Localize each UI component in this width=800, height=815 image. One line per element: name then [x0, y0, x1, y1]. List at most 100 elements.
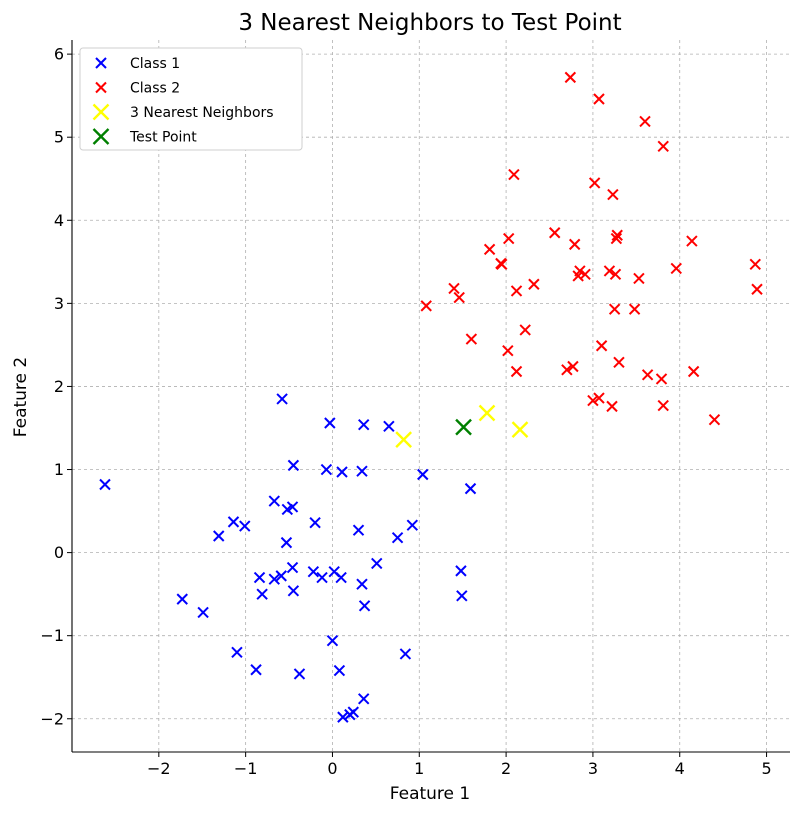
class-1-point [213, 530, 225, 542]
y-tick-label: 6 [54, 45, 64, 64]
class-1-point [286, 501, 299, 513]
class-2-point [502, 232, 515, 245]
test-point-point [455, 418, 472, 436]
class-2-point [686, 235, 698, 247]
x-tick-label: 2 [501, 759, 511, 778]
class-1-point [256, 588, 268, 600]
class-2-point [628, 303, 641, 315]
class-1-point [352, 524, 365, 536]
class-2-point [564, 71, 577, 84]
x-tick-label: 4 [675, 759, 685, 778]
class-1-point [197, 606, 209, 619]
class-2-point [639, 115, 651, 128]
class-1-point [176, 593, 188, 605]
legend-entry-3-nearest-neighbors: 3 Nearest Neighbors [92, 103, 274, 121]
class-1-point [337, 711, 349, 723]
class-1-point [383, 420, 395, 433]
class-1-point [287, 459, 300, 472]
class-2-point [593, 93, 605, 105]
legend-label: Class 1 [130, 56, 180, 72]
axes [71, 40, 790, 753]
class-1-point [268, 573, 280, 585]
legend-marker [95, 81, 107, 94]
legend-marker [92, 128, 110, 145]
class-2-point [561, 364, 573, 376]
class-2-point [611, 229, 623, 241]
class-1-point [268, 495, 280, 507]
x-tick-label: −2 [147, 759, 171, 778]
3-nearest-neighbors-point [511, 421, 529, 438]
series-test-point [455, 418, 472, 436]
class-2-point [453, 291, 465, 304]
class-2-point [508, 168, 520, 181]
class-2-point [528, 278, 540, 290]
class-2-point [587, 394, 599, 407]
class-1-point [293, 668, 306, 680]
class-1-point [456, 590, 468, 602]
class-2-point [657, 140, 669, 153]
class-2-point [510, 285, 523, 297]
legend: Class 1 Class 2 3 Nearest Neighbors Test Po… [79, 47, 303, 151]
class-2-point [608, 303, 621, 315]
class-1-point [253, 571, 266, 584]
class-1-point [333, 664, 346, 677]
class-1-point [336, 466, 348, 478]
class-2-point [708, 413, 721, 426]
class-1-point [307, 566, 320, 578]
class-1-point [358, 600, 371, 612]
class-1-point [406, 519, 419, 531]
class-1-point [231, 646, 243, 659]
class-1-point [309, 516, 321, 529]
x-tick-label: 3 [588, 759, 598, 778]
class-1-point [358, 418, 370, 431]
class-2-point [633, 272, 645, 285]
legend-entry-class-1: Class 1 [95, 56, 180, 72]
class-2-point [549, 227, 561, 239]
class-1-point [455, 565, 467, 577]
class-1-point [239, 520, 251, 532]
y-tick-label: 1 [54, 460, 64, 479]
class-1-point [286, 561, 299, 574]
y-tick-label: −2 [40, 709, 64, 728]
x-tick-label: −1 [234, 759, 258, 778]
y-tick-label: 4 [54, 211, 64, 230]
class-1-point [344, 708, 356, 721]
legend-frame [79, 47, 303, 151]
legend-entry-class-2: Class 2 [95, 81, 180, 97]
class-2-point [657, 399, 669, 412]
3-nearest-neighbors-point [395, 431, 413, 448]
class-2-point [568, 238, 581, 251]
legend-marker [92, 103, 110, 121]
x-tick-label: 5 [761, 759, 771, 778]
class-2-point [749, 258, 761, 271]
class-2-point [687, 365, 700, 378]
class-1-point [250, 664, 262, 676]
legend-label: Class 2 [130, 81, 180, 97]
class-1-point [417, 468, 429, 481]
class-1-point [275, 570, 287, 582]
class-1-point [399, 648, 412, 660]
class-2-point [606, 400, 618, 413]
class-2-point [609, 268, 622, 280]
legend-label: 3 Nearest Neighbors [130, 105, 274, 121]
legend-entry-test-point: Test Point [92, 128, 197, 146]
y-tick-label: 3 [54, 294, 64, 313]
class-1-point [287, 585, 300, 597]
class-2-point [613, 356, 625, 369]
chart-title: 3 Nearest Neighbors to Test Point [238, 10, 621, 36]
class-2-point [593, 392, 605, 404]
series-class-2 [420, 71, 763, 426]
class-1-point [326, 634, 339, 647]
class-1-point [280, 536, 293, 549]
class-1-point [320, 463, 333, 476]
class-2-point [448, 282, 460, 295]
y-tick-label: 0 [54, 543, 64, 562]
3-nearest-neighbors-point [478, 404, 496, 422]
class-2-point [502, 345, 514, 357]
class-2-point [595, 340, 608, 352]
class-1-point [99, 478, 111, 491]
class-1-point [324, 417, 336, 429]
class-2-point [567, 360, 579, 373]
class-2-point [579, 268, 591, 280]
x-tick-label: 1 [414, 759, 424, 778]
